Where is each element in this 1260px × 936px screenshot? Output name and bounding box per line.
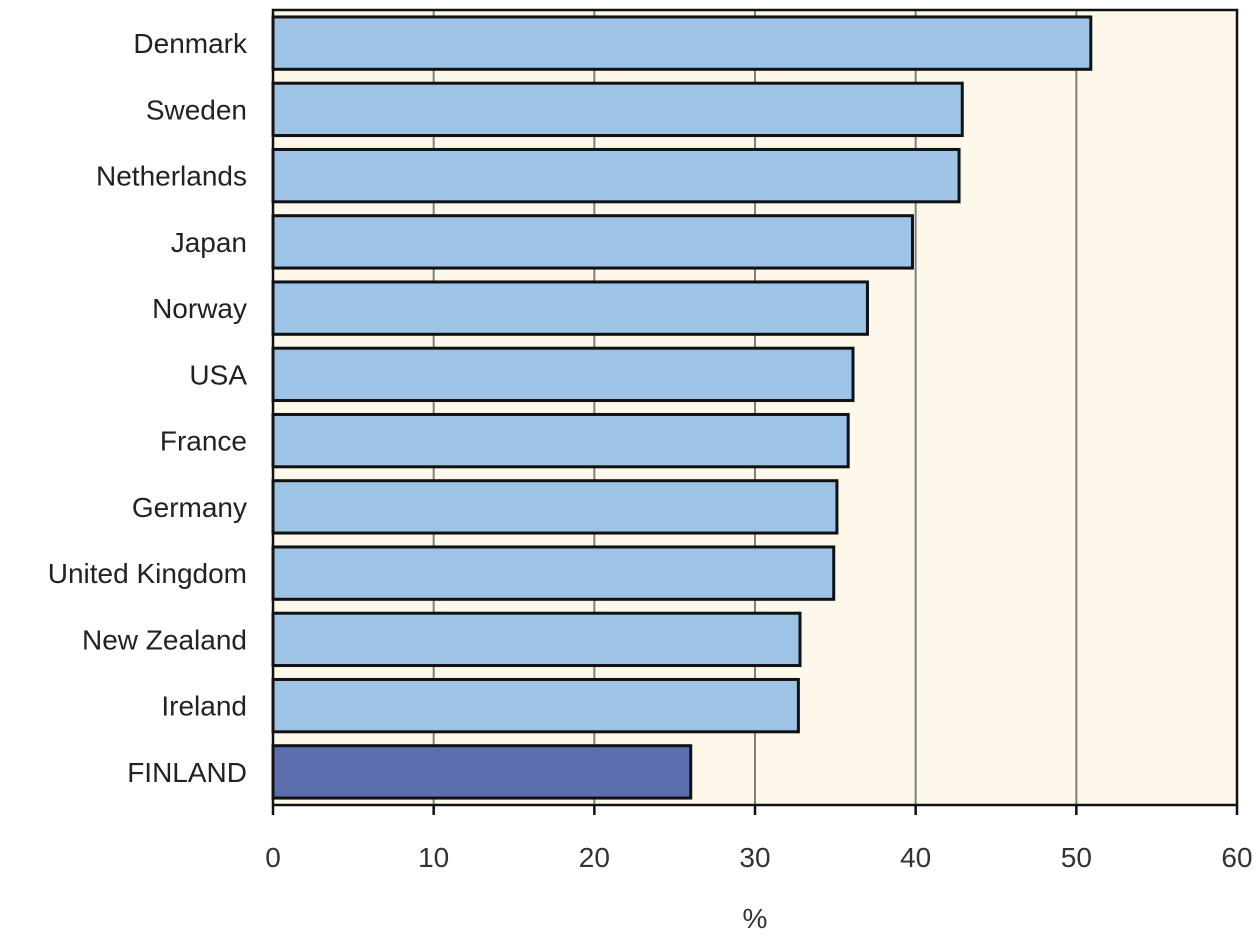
category-label: Denmark (133, 28, 248, 59)
bar (271, 611, 802, 668)
bar (271, 214, 914, 270)
category-label: New Zealand (82, 624, 247, 655)
bar (271, 545, 836, 601)
bar (271, 280, 869, 336)
category-label: Ireland (161, 691, 247, 722)
bar (271, 677, 800, 734)
bar (271, 147, 961, 204)
bar (271, 81, 964, 138)
bar (271, 346, 855, 403)
gridlines (432, 10, 1078, 805)
x-axis: 0 10 20 30 40 50 60 (265, 805, 1253, 873)
category-label: France (160, 426, 247, 457)
bars (271, 15, 1093, 800)
x-tick-label: 10 (418, 842, 449, 873)
bar (271, 15, 1093, 71)
y-axis: Denmark Sweden Netherlands Japan Norway USA Fr… (48, 28, 248, 788)
x-tick-label: 60 (1221, 842, 1252, 873)
x-tick-label: 0 (265, 842, 281, 873)
x-tick-label: 50 (1061, 842, 1092, 873)
category-label: Norway (152, 293, 247, 324)
bar (271, 744, 693, 800)
bar (271, 479, 839, 535)
category-label: Netherlands (96, 161, 247, 192)
category-label: Sweden (146, 94, 247, 125)
category-label: Japan (171, 227, 247, 258)
x-axis-title: % (743, 903, 768, 934)
category-label: FINLAND (127, 757, 247, 788)
bar (271, 412, 850, 469)
category-label: United Kingdom (48, 558, 247, 589)
category-label: USA (189, 359, 247, 390)
x-tick-label: 40 (900, 842, 931, 873)
x-tick-label: 20 (579, 842, 610, 873)
category-label: Germany (132, 492, 247, 523)
x-tick-label: 30 (739, 842, 770, 873)
